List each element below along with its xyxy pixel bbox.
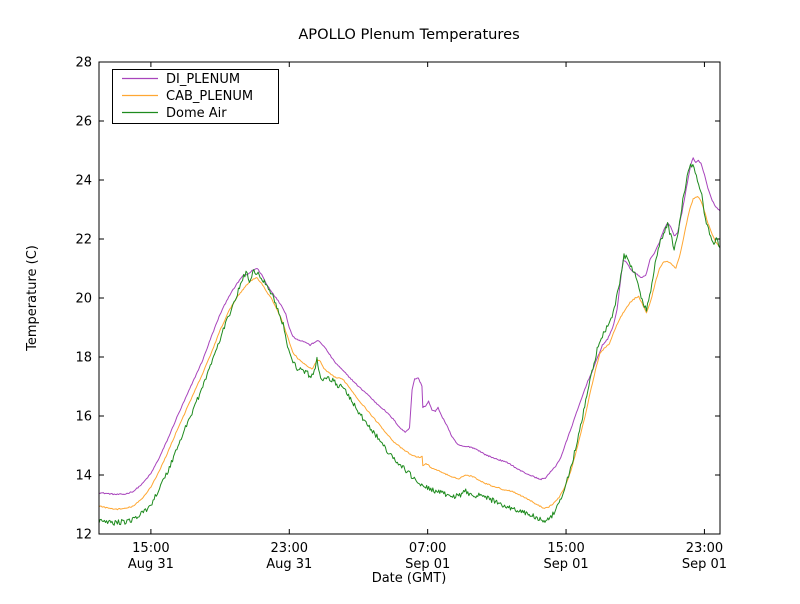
y-axis-label: Temperature (C)	[25, 245, 40, 352]
y-tick-label: 18	[75, 351, 92, 366]
x-tick-label-time: 23:00	[271, 541, 308, 556]
x-tick-label-date: Aug 31	[266, 557, 312, 572]
x-tick-label-time: 15:00	[132, 541, 169, 556]
y-tick-label: 22	[75, 233, 92, 248]
series-line-di-plenum	[98, 157, 721, 496]
x-tick-label-date: Aug 31	[128, 557, 174, 572]
x-tick-label-date: Sep 01	[405, 557, 450, 572]
y-tick-label: 28	[75, 56, 92, 71]
x-tick-label-time: 23:00	[686, 541, 723, 556]
y-tick-label: 20	[75, 292, 92, 307]
x-tick-label-date: Sep 01	[682, 557, 727, 572]
y-tick-label: 24	[75, 174, 92, 189]
y-tick-label: 12	[75, 528, 92, 543]
y-tick-label: 14	[75, 469, 92, 484]
y-tick-label: 26	[75, 115, 92, 130]
legend-label-di-plenum: DI_PLENUM	[166, 72, 240, 87]
x-tick-label-time: 07:00	[409, 541, 446, 556]
legend-label-dome-air: Dome Air	[166, 106, 227, 121]
axes-frame	[98, 61, 721, 535]
legend: DI_PLENUM CAB_PLENUM Dome Air	[112, 69, 279, 124]
y-tick-label: 16	[75, 410, 92, 425]
series-line-dome-air	[98, 163, 721, 526]
legend-label-cab-plenum: CAB_PLENUM	[166, 89, 253, 104]
series-line-cab-plenum	[98, 196, 721, 511]
x-tick-label-date: Sep 01	[543, 557, 588, 572]
chart-title: APOLLO Plenum Temperatures	[298, 26, 519, 43]
x-axis-label: Date (GMT)	[372, 571, 447, 586]
x-tick-label-time: 15:00	[547, 541, 584, 556]
